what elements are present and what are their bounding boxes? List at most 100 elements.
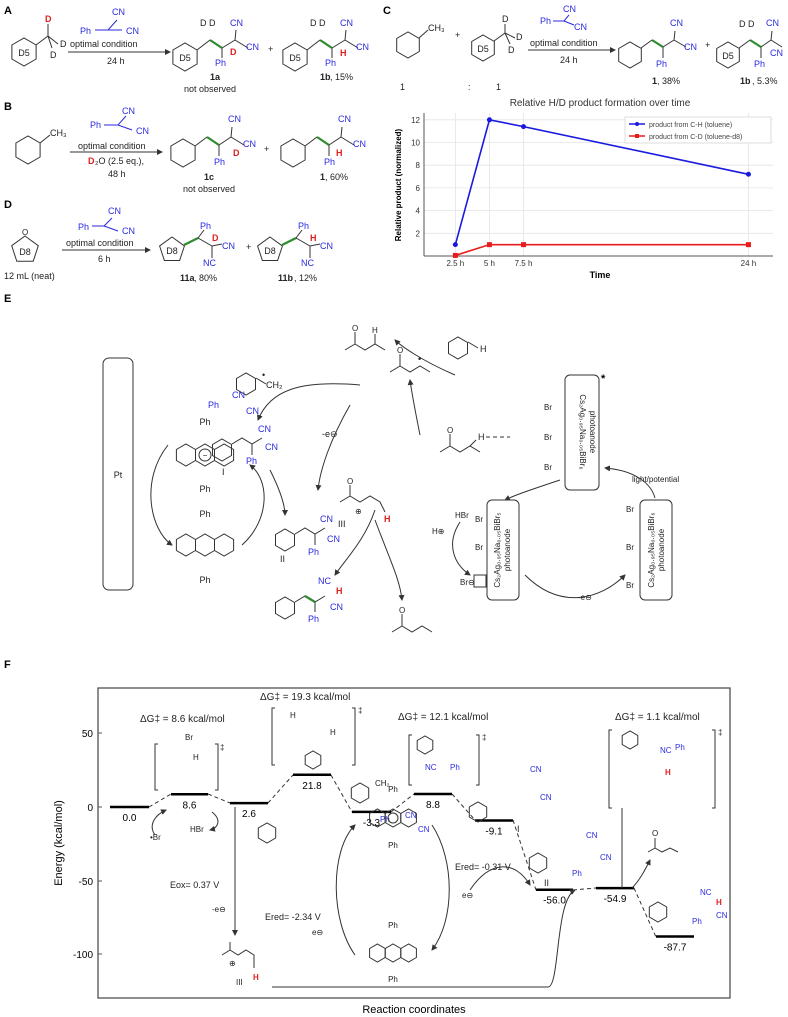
alkene-bonds — [95, 19, 122, 31]
cycle-arrow — [241, 464, 265, 546]
y-axis-label: Energy (kcal/mol) — [53, 800, 65, 886]
ered-label: Ered= -0.31 V — [455, 862, 511, 872]
d-label: D — [502, 14, 509, 24]
ts-dagger: ‡ — [358, 706, 362, 715]
cn-label: CN — [246, 406, 259, 416]
radical-dot: • — [418, 354, 421, 364]
br-label: Br — [626, 543, 634, 552]
bond — [39, 134, 51, 144]
product-1a-note: not observed — [184, 84, 236, 94]
o-label: O — [652, 829, 658, 838]
chart-title: Relative H/D product formation over time — [510, 98, 691, 109]
new-bond — [183, 237, 199, 246]
anthracene-radical-anion-icon — [369, 808, 417, 828]
dd-label: D D — [739, 19, 755, 29]
ph-label: Ph — [572, 869, 582, 878]
x-tick-label: 2.5 h — [446, 259, 464, 268]
product-1c-label: 1c — [204, 172, 214, 182]
energy-value-label: 8.6 — [183, 800, 197, 811]
ratio-left: 1 — [400, 82, 405, 92]
br-label: Br — [626, 581, 634, 590]
bonds — [197, 229, 223, 258]
cn-label: CN — [405, 811, 417, 820]
panel-d: D O D8 12 mL (neat) Ph CN CN optimal con… — [4, 199, 333, 283]
benzene-ring-icon — [236, 372, 256, 396]
bonds — [304, 126, 355, 156]
h-label: H — [665, 768, 671, 777]
data-point — [745, 171, 751, 177]
new-bond — [749, 39, 762, 48]
benzene-ring-icon — [468, 801, 488, 823]
photoanode-formula: Cs₂Ag₀.₉₅Na₀.₀₅BiBr₆ — [578, 394, 587, 469]
oxidation-label: -e⊖ — [322, 429, 338, 439]
cn-label: CN — [122, 106, 135, 116]
h-label: H — [193, 753, 199, 762]
benzene-ring-icon — [212, 438, 232, 462]
bond — [467, 341, 479, 349]
radical-dot: • — [262, 370, 265, 380]
energy-value-label: -9.1 — [485, 826, 503, 837]
reduction-arrow — [469, 866, 531, 891]
benzene-ring-icon — [621, 730, 639, 750]
cn-label: CN — [766, 18, 779, 28]
bonds — [640, 30, 687, 58]
ch2-label: CH₂ — [266, 380, 283, 390]
y-axis-label: Relative product (normalized) — [394, 128, 403, 241]
series-line-0 — [454, 118, 749, 245]
legend-marker-cd — [635, 134, 639, 138]
cn-label: CN — [684, 42, 697, 52]
bonds — [306, 29, 359, 58]
anthracene-ring — [175, 443, 196, 467]
legend-box — [624, 116, 772, 144]
bonds — [196, 29, 249, 58]
radical-anion-icon — [387, 812, 399, 824]
new-bond — [206, 136, 220, 146]
data-point — [521, 124, 527, 130]
cd3-bonds — [35, 24, 59, 49]
y-tick-label: 4 — [416, 207, 421, 216]
h-label: H — [384, 514, 391, 524]
chart-legend: product from C-H (toluene) product from … — [624, 116, 772, 144]
panel-b: B CH₃ Ph CN CN optimal condition D ₂O (2… — [4, 101, 366, 194]
new-bond — [304, 595, 316, 603]
ph-label: Ph — [675, 743, 685, 752]
anthracene-ring — [214, 533, 235, 557]
product-1-yield: , 38% — [657, 76, 680, 86]
br-label: Br — [475, 515, 483, 524]
minus-sign: − — [203, 451, 208, 460]
x-axis-label: Time — [590, 270, 611, 280]
cn-label: CN — [586, 831, 598, 840]
energy-value-label: -54.9 — [604, 894, 627, 905]
arrow — [209, 811, 219, 832]
bond — [255, 377, 267, 385]
br-label: Br — [544, 463, 552, 472]
d-label: D — [212, 233, 219, 243]
ph-label: Ph — [208, 400, 219, 410]
cn-label: CN — [670, 18, 683, 28]
d5-label: D5 — [722, 51, 734, 61]
anthracene-ring — [384, 943, 402, 963]
barrier-label: ΔG‡ = 8.6 kcal/mol — [140, 714, 225, 725]
ratio-right: 1 — [496, 82, 501, 92]
ts-bracket — [154, 743, 219, 791]
alkene-bonds — [553, 14, 575, 26]
time-label: 48 h — [108, 169, 126, 179]
thf-ring-icon — [159, 236, 185, 261]
nc-label: NC — [301, 258, 314, 268]
h-label: H — [290, 711, 296, 720]
hbr-label: HBr — [190, 825, 204, 834]
o-label: O — [22, 228, 28, 237]
cn-label: CN — [246, 42, 259, 52]
bonds — [194, 126, 245, 156]
intermediate-ii-label: II — [280, 554, 285, 564]
d5-label: D5 — [18, 48, 30, 58]
time-label: 6 h — [98, 254, 111, 264]
benzene-ring-icon — [471, 34, 495, 62]
product-1-label: 1 — [320, 172, 325, 182]
benzene-ring-icon — [618, 41, 642, 69]
photoanode-reduced: Cs₂Ag₀.₉₅Na₀.₀₅BiBr₅ photoanode Br Br — [473, 499, 520, 601]
ts-bracket — [408, 734, 480, 786]
panel-f: F 50 0 -50 -100 Energy (kcal/mol) Reacti… — [4, 659, 731, 1016]
toluene-ring-icon — [448, 336, 468, 360]
photoanode-label: photoanode — [503, 528, 512, 571]
